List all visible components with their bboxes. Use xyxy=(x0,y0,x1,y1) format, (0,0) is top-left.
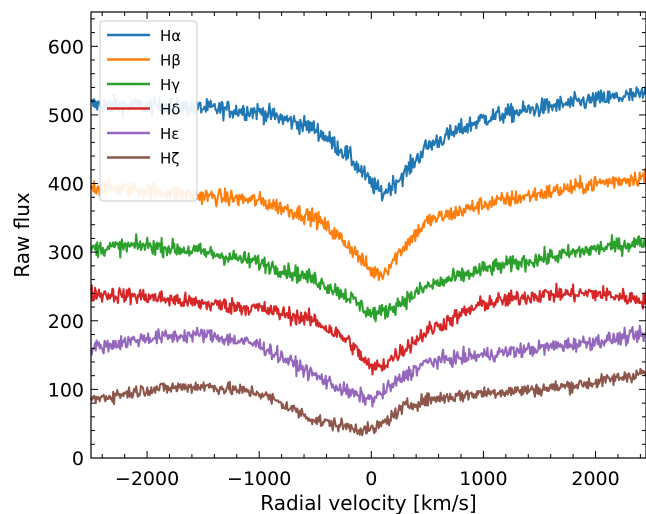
legend-label: Hζ xyxy=(160,150,179,168)
series-line-6 xyxy=(90,367,646,437)
y-tick-label: 300 xyxy=(48,242,84,264)
series-line-5 xyxy=(90,324,646,408)
y-axis-label: Raw flux xyxy=(10,192,34,278)
legend-label: Hγ xyxy=(160,76,180,94)
legend-label: Hδ xyxy=(160,101,180,119)
y-tick-label: 100 xyxy=(48,379,84,401)
x-tick-label: −1000 xyxy=(227,468,291,490)
plot-frame xyxy=(90,11,646,459)
y-tick-label: 200 xyxy=(48,311,84,333)
y-tick-label: 600 xyxy=(48,36,84,58)
y-tick-label: 0 xyxy=(72,448,84,470)
y-tick-label: 400 xyxy=(48,174,84,196)
axis-ticks: −2000 −1000 0 1000 2000 0 100 200 300 400 500 600 xyxy=(48,12,646,490)
series-line-3 xyxy=(90,233,646,323)
series-line-4 xyxy=(90,282,646,376)
legend: Hα Hβ Hγ Hδ Hε Hζ xyxy=(99,20,198,202)
legend-label: Hα xyxy=(160,27,181,45)
legend-label: Hε xyxy=(160,125,179,143)
x-tick-label: 0 xyxy=(365,468,377,490)
y-tick-label: 500 xyxy=(48,105,84,127)
x-axis-label: Radial velocity [km/s] xyxy=(260,491,476,514)
legend-label: Hβ xyxy=(160,52,181,70)
x-tick-label: −2000 xyxy=(115,468,179,490)
x-tick-label: 1000 xyxy=(459,468,507,490)
x-tick-label: 2000 xyxy=(571,468,619,490)
legend-box xyxy=(99,20,198,202)
